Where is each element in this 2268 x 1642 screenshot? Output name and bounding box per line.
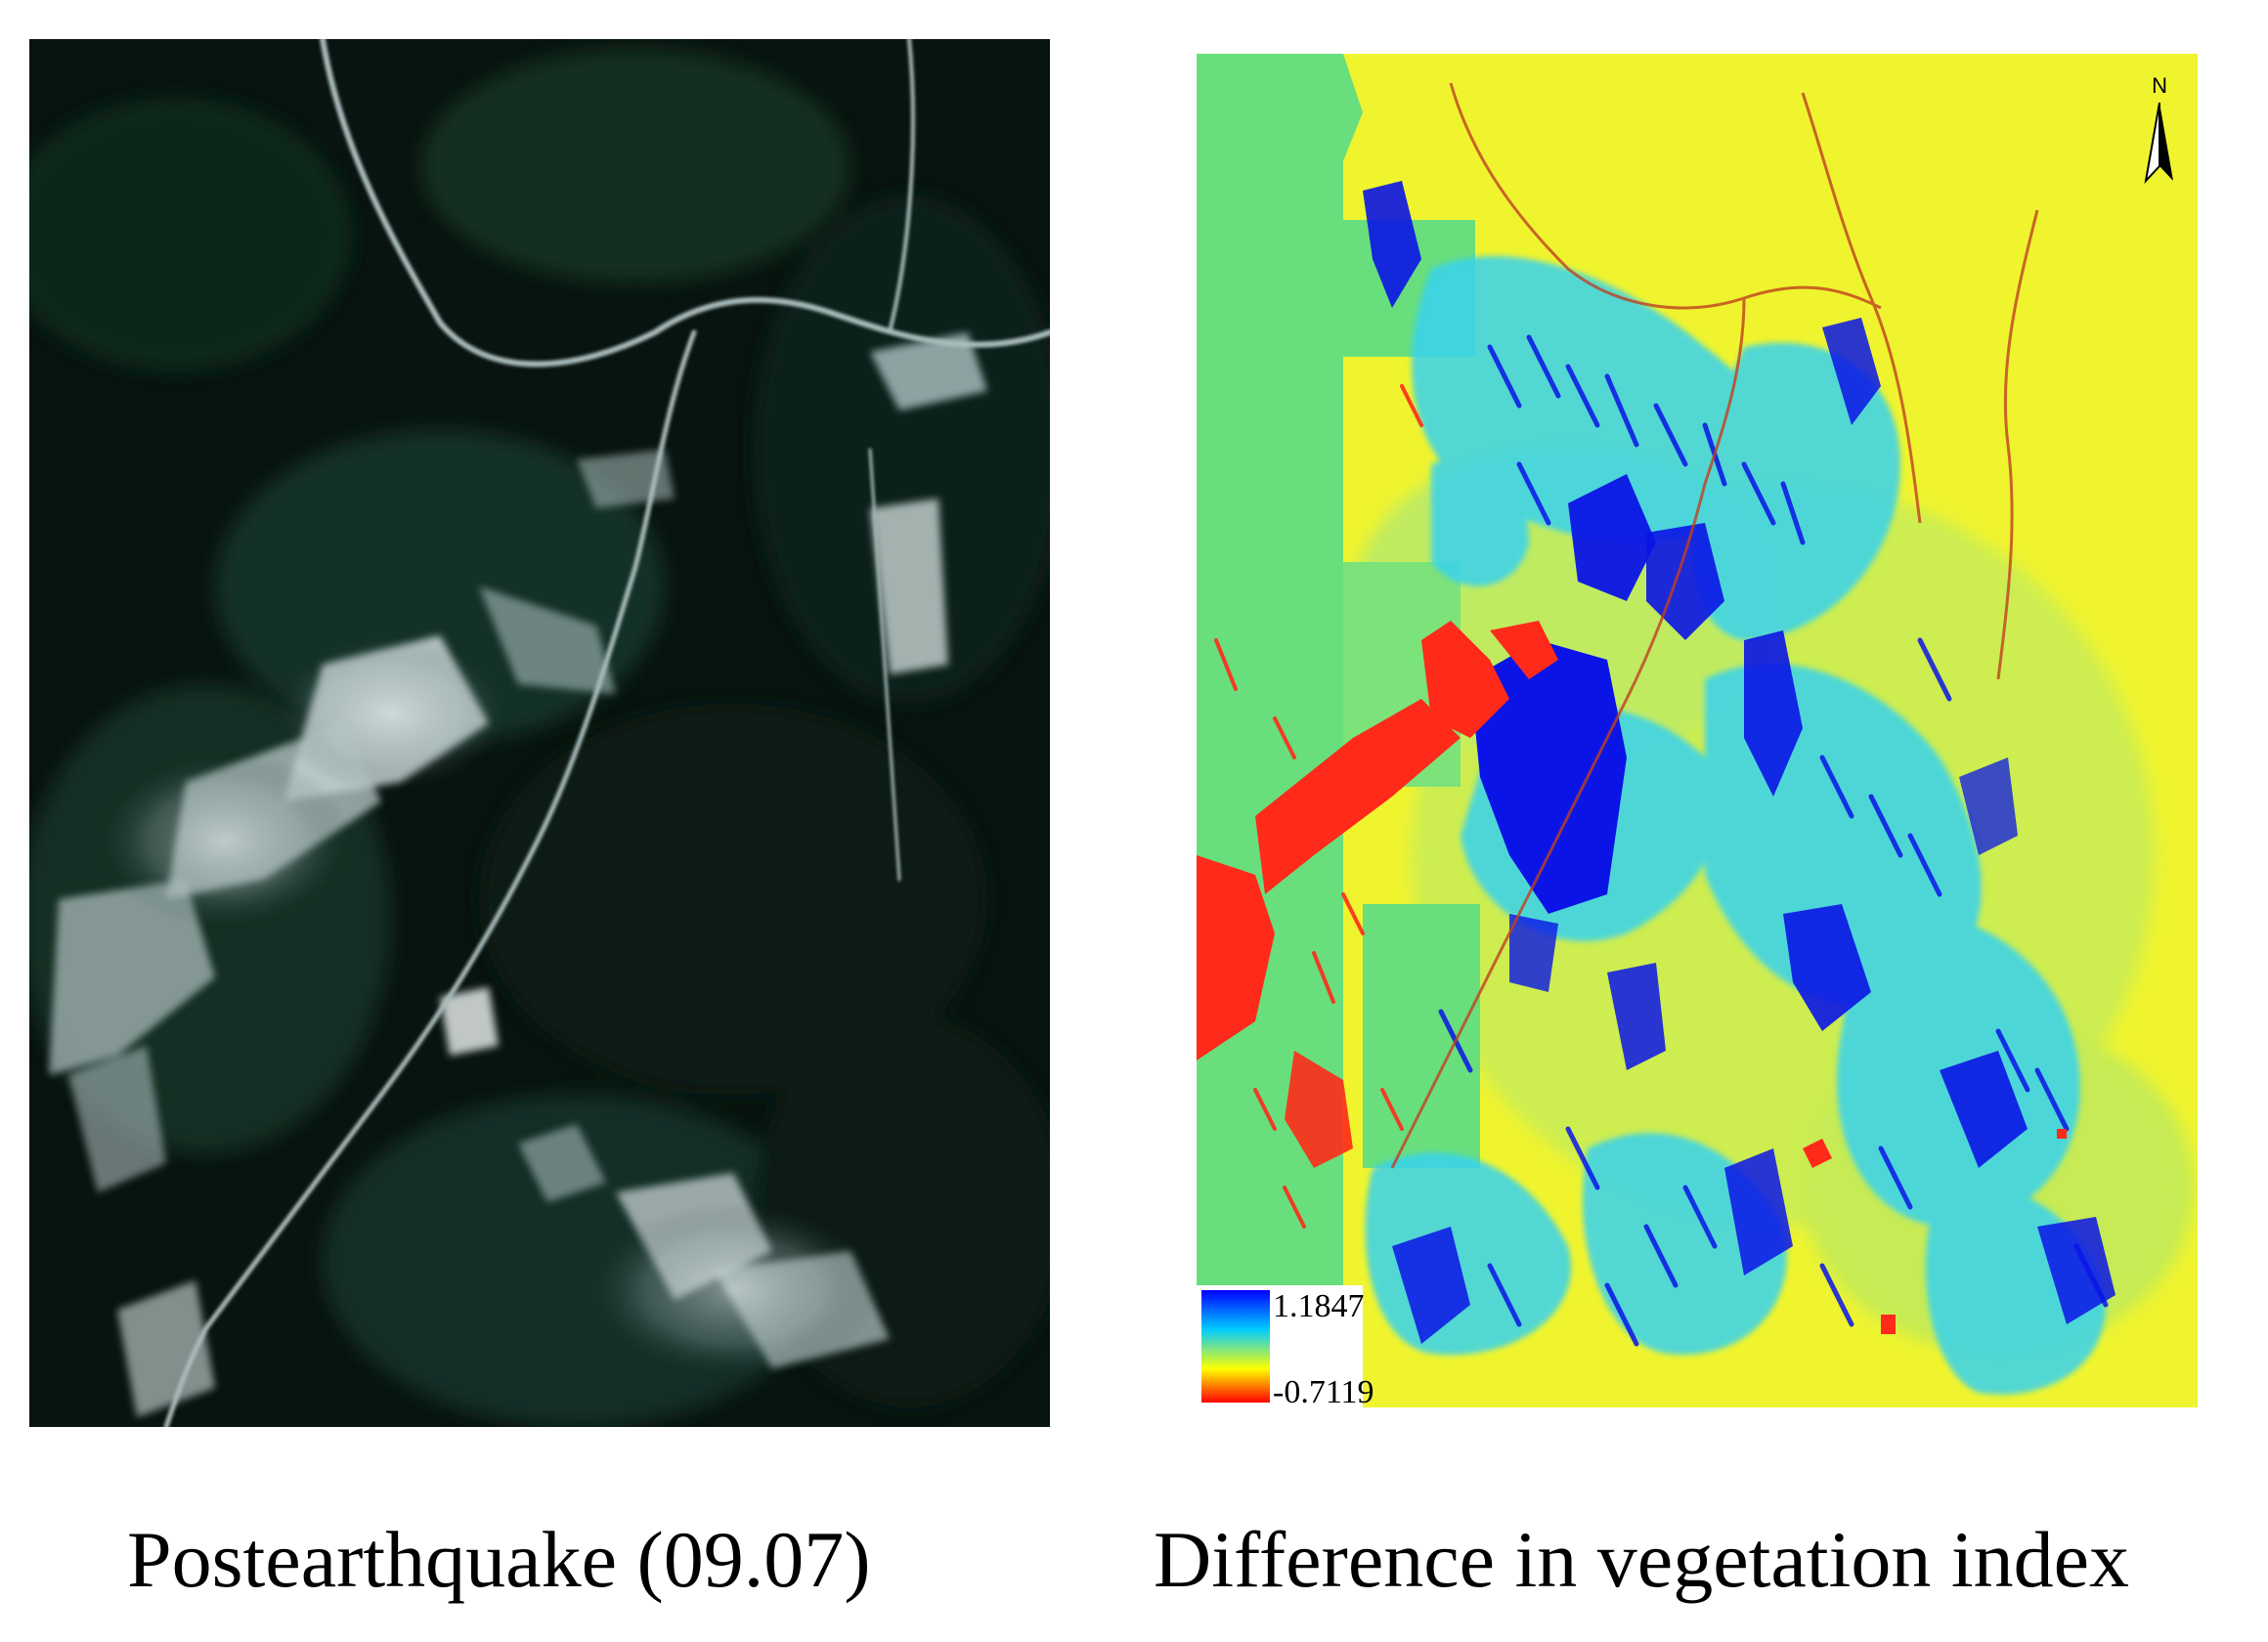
legend-colorbar xyxy=(1201,1290,1270,1403)
right-panel-caption: Difference in vegetation index xyxy=(1154,1515,2130,1604)
satellite-image xyxy=(29,39,1050,1427)
high-increase-zones xyxy=(1363,181,2115,1344)
vegetation-difference-map: N 1.1847 -0.7119 xyxy=(1197,54,2198,1407)
strong-decrease-zones xyxy=(1197,621,2067,1334)
left-panel-caption: Postearthquake (09.07) xyxy=(127,1515,871,1604)
satellite-image-panel xyxy=(29,39,1050,1427)
north-arrow-icon: N xyxy=(2144,73,2173,185)
color-legend: 1.1847 -0.7119 xyxy=(1197,1285,1374,1407)
legend-max-label: 1.1847 xyxy=(1273,1288,1365,1324)
legend-min-label: -0.7119 xyxy=(1273,1374,1374,1407)
vegetation-difference-map-panel: N 1.1847 -0.7119 xyxy=(1197,54,2198,1407)
svg-text:N: N xyxy=(2152,73,2167,98)
